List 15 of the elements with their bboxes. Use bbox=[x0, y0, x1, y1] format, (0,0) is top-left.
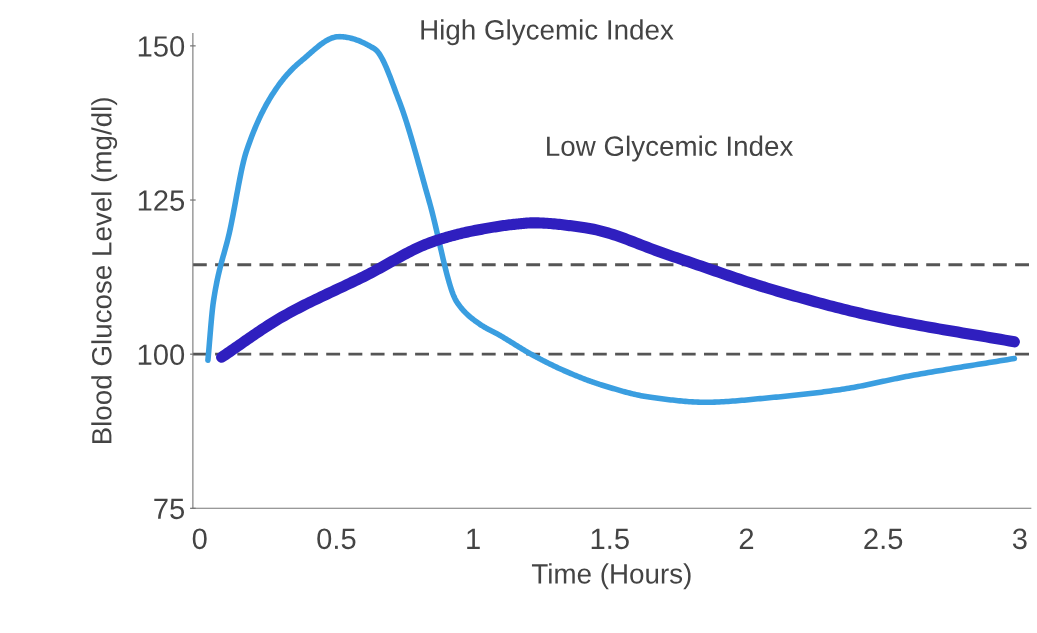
x-tick-label: 0.5 bbox=[317, 528, 356, 550]
series-label: High Glycemic Index bbox=[421, 19, 674, 46]
y-axis-title: Blood Glucose Level (mg/dl) bbox=[91, 98, 118, 444]
y-tick-label: 100 bbox=[138, 344, 185, 366]
text: Low Glycemic Index bbox=[547, 135, 794, 162]
x-tick-label: 2 bbox=[739, 528, 754, 549]
x-tick-label: 1.5 bbox=[591, 528, 629, 550]
y-tick-label: 75 bbox=[154, 498, 185, 520]
x-tick-label: 0 bbox=[192, 528, 207, 550]
y-tick-label: 150 bbox=[138, 36, 185, 57]
y-tick-label: 125 bbox=[138, 190, 185, 211]
x-tick-label: 2.5 bbox=[864, 528, 903, 550]
x-axis-title: Time (Hours) bbox=[531, 563, 691, 590]
x-tick-label: 3 bbox=[1012, 528, 1027, 550]
x-tick-label: 1 bbox=[467, 528, 480, 549]
